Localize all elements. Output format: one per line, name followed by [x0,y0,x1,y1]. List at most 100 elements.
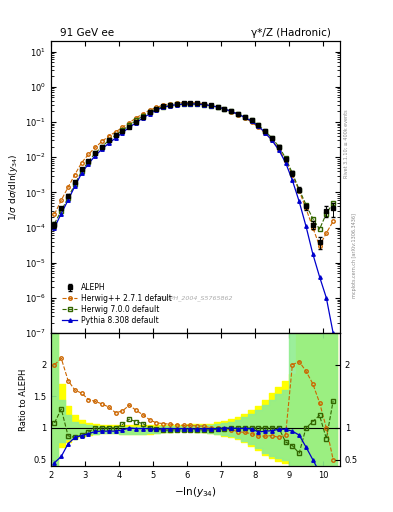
Herwig++ 2.7.1 default [324,230,329,236]
Herwig 7.0.0 default [276,143,281,150]
Pythia 8.308 default [147,111,152,117]
Pythia 8.308 default [127,124,132,131]
Pythia 8.308 default [304,223,309,229]
Herwig++ 2.7.1 default [52,211,57,217]
Herwig++ 2.7.1 default [93,144,97,151]
Y-axis label: $1/\sigma\ \mathrm{d}\sigma/\mathrm{d}\ln(y_{34})$: $1/\sigma\ \mathrm{d}\sigma/\mathrm{d}\l… [7,153,20,221]
Herwig++ 2.7.1 default [317,243,322,249]
Pythia 8.308 default [202,101,206,108]
Herwig++ 2.7.1 default [100,138,105,144]
Herwig 7.0.0 default [73,181,77,187]
Herwig++ 2.7.1 default [134,115,138,121]
Pythia 8.308 default [256,123,261,130]
Herwig 7.0.0 default [161,104,165,110]
Herwig 7.0.0 default [222,106,227,112]
Text: mcplots.cern.ch [arXiv:1306.3436]: mcplots.cern.ch [arXiv:1306.3436] [352,214,357,298]
Line: Herwig++ 2.7.1 default: Herwig++ 2.7.1 default [53,101,335,248]
Herwig++ 2.7.1 default [113,129,118,135]
Pythia 8.308 default [283,160,288,166]
Herwig 7.0.0 default [127,122,132,129]
Pythia 8.308 default [236,111,241,117]
Herwig++ 2.7.1 default [174,100,179,106]
Herwig 7.0.0 default [249,117,254,123]
Text: γ*/Z (Hadronic): γ*/Z (Hadronic) [252,28,331,38]
Pythia 8.308 default [66,197,70,203]
Herwig++ 2.7.1 default [79,160,84,166]
Herwig++ 2.7.1 default [147,107,152,113]
Herwig 7.0.0 default [297,186,301,193]
Pythia 8.308 default [174,101,179,108]
Herwig 7.0.0 default [134,117,138,123]
Pythia 8.308 default [310,251,315,257]
Text: ALEPH_2004_S5765862: ALEPH_2004_S5765862 [158,295,233,301]
Herwig 7.0.0 default [188,101,193,107]
Pythia 8.308 default [270,137,274,143]
Pythia 8.308 default [317,273,322,280]
Pythia 8.308 default [140,115,145,121]
Pythia 8.308 default [113,135,118,141]
Herwig++ 2.7.1 default [297,188,301,194]
Herwig++ 2.7.1 default [161,102,165,108]
Herwig++ 2.7.1 default [290,172,295,178]
Herwig 7.0.0 default [304,201,309,207]
Herwig 7.0.0 default [181,101,186,107]
Pythia 8.308 default [324,295,329,301]
Pythia 8.308 default [181,101,186,107]
Pythia 8.308 default [107,140,111,146]
Herwig 7.0.0 default [100,143,105,150]
Herwig 7.0.0 default [168,102,173,108]
Herwig 7.0.0 default [120,127,125,133]
Herwig 7.0.0 default [270,135,274,141]
Pythia 8.308 default [290,177,295,183]
Pythia 8.308 default [263,130,268,136]
Herwig 7.0.0 default [290,170,295,176]
Herwig++ 2.7.1 default [140,111,145,117]
Pythia 8.308 default [276,147,281,153]
Pythia 8.308 default [215,104,220,110]
Herwig++ 2.7.1 default [188,99,193,105]
Herwig++ 2.7.1 default [270,137,274,143]
Pythia 8.308 default [188,101,193,107]
Herwig++ 2.7.1 default [73,172,77,178]
Pythia 8.308 default [52,224,57,230]
Herwig 7.0.0 default [324,210,329,217]
Text: Rivet 3.1.10; ≥ 400k events: Rivet 3.1.10; ≥ 400k events [344,109,349,178]
Herwig 7.0.0 default [174,101,179,107]
Herwig++ 2.7.1 default [215,104,220,110]
Herwig++ 2.7.1 default [86,151,91,157]
Herwig 7.0.0 default [59,208,64,214]
Herwig 7.0.0 default [52,221,57,227]
Pythia 8.308 default [59,210,64,217]
Herwig 7.0.0 default [86,159,91,165]
Herwig 7.0.0 default [66,195,70,201]
Herwig 7.0.0 default [147,109,152,115]
Herwig++ 2.7.1 default [256,124,261,131]
Herwig 7.0.0 default [154,106,159,112]
Herwig 7.0.0 default [256,122,261,129]
Herwig++ 2.7.1 default [310,224,315,230]
Herwig 7.0.0 default [140,113,145,119]
Pythia 8.308 default [161,104,165,111]
Herwig 7.0.0 default [107,137,111,143]
Y-axis label: Ratio to ALEPH: Ratio to ALEPH [18,368,28,431]
Pythia 8.308 default [120,130,125,136]
Pythia 8.308 default [93,153,97,159]
Pythia 8.308 default [297,199,301,205]
Herwig++ 2.7.1 default [236,112,241,118]
Herwig++ 2.7.1 default [249,119,254,125]
Herwig++ 2.7.1 default [154,104,159,111]
Herwig++ 2.7.1 default [120,124,125,131]
Herwig 7.0.0 default [208,102,213,109]
Pythia 8.308 default [208,102,213,109]
Herwig++ 2.7.1 default [66,184,70,190]
Pythia 8.308 default [73,183,77,189]
Herwig 7.0.0 default [229,108,233,114]
Line: Herwig 7.0.0 default: Herwig 7.0.0 default [53,102,335,231]
Pythia 8.308 default [222,106,227,112]
Herwig++ 2.7.1 default [229,109,233,115]
Herwig++ 2.7.1 default [283,158,288,164]
Herwig++ 2.7.1 default [304,205,309,211]
Herwig++ 2.7.1 default [331,218,336,224]
Pythia 8.308 default [249,118,254,124]
Herwig 7.0.0 default [93,150,97,156]
